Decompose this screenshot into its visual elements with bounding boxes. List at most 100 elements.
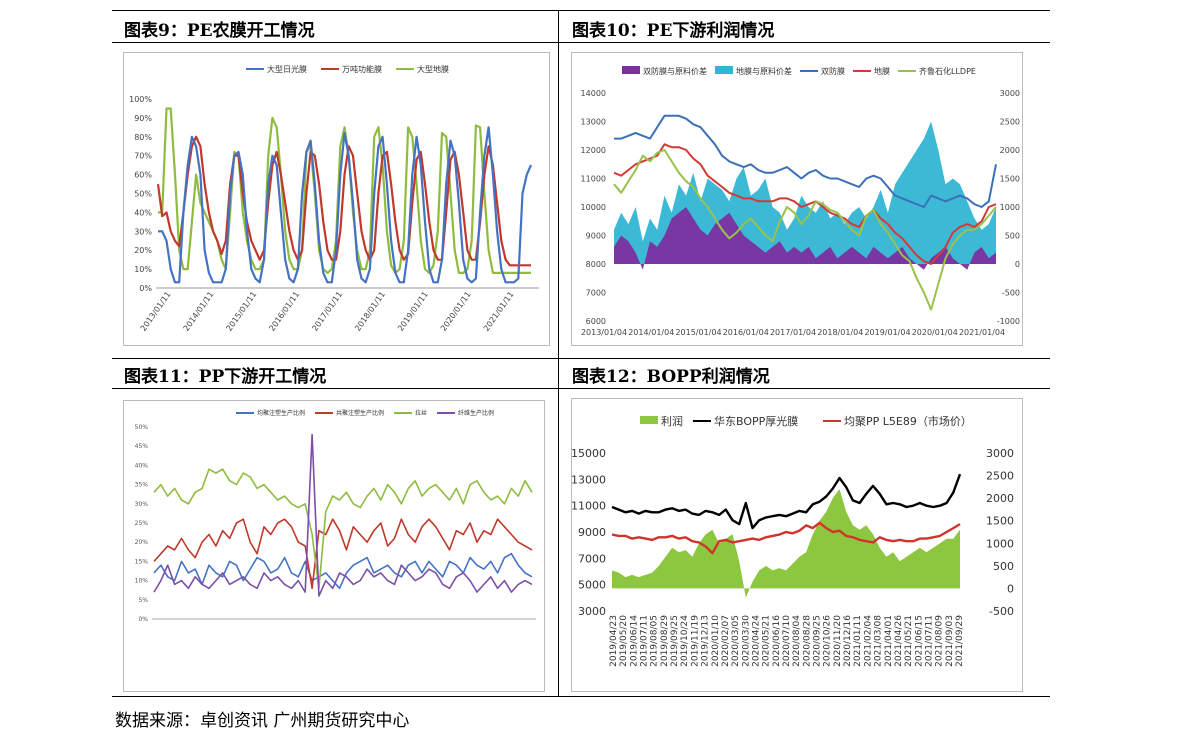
chart2-xtick: 2018/01/04 [817,328,863,337]
chart2-ytick-left: 7000 [586,289,606,298]
chart2-ytick-right: -500 [1002,289,1020,298]
chart1-xtick: 2015/01/11 [225,290,259,333]
chart4-ytick-right: 2500 [986,470,1014,483]
chart2-xtick: 2021/01/04 [959,328,1005,337]
chart3-series-1 [153,518,533,590]
chart3-ytick: 50% [135,424,149,431]
legend-label-chart3-0: 均聚注塑生产比例 [257,409,305,417]
chart4-ytick-left: 5000 [578,579,606,592]
legend-label-chart2-1: 地膜与原料价差 [736,66,792,76]
chart4-xtick: 2019/08/29 [660,615,670,667]
chart4-xtick: 2020/08/28 [802,615,812,667]
chart4-xtick: 2020/12/16 [843,615,853,667]
legend-swatch-chart2-0 [622,66,640,74]
chart4-series-pp [611,521,961,555]
chart3-ytick: 40% [135,462,149,469]
chart2-ytick-left: 14000 [581,89,606,98]
legend-label-chart3-3: 纤维生产比例 [458,409,494,417]
chart4-xtick: 2020/10/26 [823,615,833,667]
chart1-ytick: 60% [134,171,152,180]
panel3-title: 图表11：PP下游开工情况 [124,367,327,387]
chart3-series-0 [153,552,533,590]
chart3-ytick: 15% [135,558,149,565]
chart3-series-2 [153,468,533,590]
chart4-xtick: 2021/08/09 [935,615,945,667]
chart4-xtick: 2021/05/21 [904,615,914,667]
chart2-ytick-right: 2000 [1000,146,1020,155]
chart4-xtick: 2021/04/01 [884,615,894,667]
chart4-svg: 3000 5000 7000 9000 11000 13000 15000 -500 0 500 1… [572,414,1014,667]
chart2-xtick: 2014/01/04 [628,328,674,337]
chart2-xtick: 2019/01/04 [864,328,910,337]
chart1-svg: 0% 10% 20% 30% 40% 50% 60% 70% 80% 90% 100% 2013/01… [129,64,539,333]
legend-label-chart1-0: 大型日光膜 [267,64,307,74]
grid-line-mid [112,358,1050,359]
legend-label-chart4-2: 均聚PP L5E89（市场价） [844,414,972,428]
chart4-xtick: 2020/01/10 [711,615,721,667]
chart1-ytick: 30% [134,227,152,236]
grid-line-title2 [112,388,1050,389]
chart1-ytick: 40% [134,208,152,217]
chart4-xtick: 2020/02/07 [721,615,731,667]
chart4-xtick: 2019/09/25 [670,615,680,667]
chart4-xtick: 2021/07/11 [924,615,934,667]
chart4-xtick: 2021/02/04 [863,615,873,667]
chart1-xtick: 2019/01/11 [396,290,430,333]
legend-label-chart4-0: 利润 [661,414,683,428]
chart1-ytick: 90% [134,114,152,123]
chart4-ytick-left: 11000 [572,500,606,513]
chart3-ytick: 20% [135,539,149,546]
chart2-xtick: 2017/01/04 [770,328,816,337]
chart2-ytick-left: 9000 [586,232,606,241]
legend-label-chart1-2: 大型地膜 [417,64,449,74]
chart4-series-bopp [611,473,962,530]
chart1-xtick: 2021/01/11 [482,290,516,333]
chart4-ytick-left: 7000 [578,552,606,565]
chart3-ytick: 5% [138,597,148,604]
panel4-title: 图表12：BOPP利润情况 [572,367,770,387]
legend-label-chart3-1: 共聚注塑生产比例 [336,409,384,417]
chart2-xtick: 2020/01/04 [912,328,958,337]
chart2-ytick-left: 12000 [581,146,606,155]
chart-panel-4: 3000 5000 7000 9000 11000 13000 15000 -500 0 500 1… [571,398,1023,692]
chart-panel-1: 0% 10% 20% 30% 40% 50% 60% 70% 80% 90% 100% 2013/01… [123,52,550,346]
chart2-ytick-left: 13000 [581,118,606,127]
legend-label-chart4-1: 华东BOPP厚光膜 [714,414,798,428]
chart2-ytick-left: 8000 [586,260,606,269]
legend-swatch-chart2-1 [715,66,733,74]
chart4-xtick: 2021/03/08 [874,615,884,667]
chart2-xtick: 2016/01/04 [723,328,769,337]
chart4-xtick: 2020/07/10 [782,615,792,667]
chart-grid: 图表9：PE农膜开工情况 图表10：PE下游利润情况 图表11：PP下游开工情况… [112,10,1050,697]
legend-label-chart2-0: 双防膜与原料价差 [643,66,707,76]
chart4-ytick-right: 2000 [986,492,1014,505]
chart4-ytick-right: 500 [993,560,1014,573]
grid-line-top [112,10,1050,11]
chart2-ytick-right: 500 [1005,232,1020,241]
chart2-ytick-right: 1500 [1000,175,1020,184]
chart2-ytick-right: 3000 [1000,89,1020,98]
chart3-ytick: 45% [135,443,149,450]
chart4-xtick: 2020/08/04 [792,615,802,667]
chart4-xtick: 2019/12/13 [701,615,711,667]
chart2-ytick-left: 10000 [581,203,606,212]
chart2-ytick-right: 2500 [1000,118,1020,127]
chart1-xtick: 2016/01/11 [267,290,301,333]
chart4-ytick-right: 1500 [986,515,1014,528]
grid-line-center [558,10,559,696]
chart2-ytick-left: 6000 [586,317,606,326]
chart-panel-2: 6000 7000 8000 9000 10000 11000 12000 13000 1400… [571,52,1023,346]
chart1-xtick: 2020/01/11 [439,290,473,333]
chart1-ytick: 100% [129,95,152,104]
panel1-title: 图表9：PE农膜开工情况 [124,21,315,41]
chart4-ytick-left: 13000 [572,473,606,486]
chart1-series-2 [158,107,531,274]
chart1-ytick: 80% [134,133,152,142]
chart4-xtick: 2019/05/20 [619,615,629,667]
chart4-xtick: 2019/10/24 [680,615,690,667]
chart2-xtick: 2013/01/04 [581,328,627,337]
chart4-xtick: 2021/09/29 [955,615,965,667]
legend-swatch-chart4-0 [640,416,658,424]
panel2-title: 图表10：PE下游利润情况 [572,21,775,41]
chart4-xtick: 2019/11/19 [690,615,700,667]
